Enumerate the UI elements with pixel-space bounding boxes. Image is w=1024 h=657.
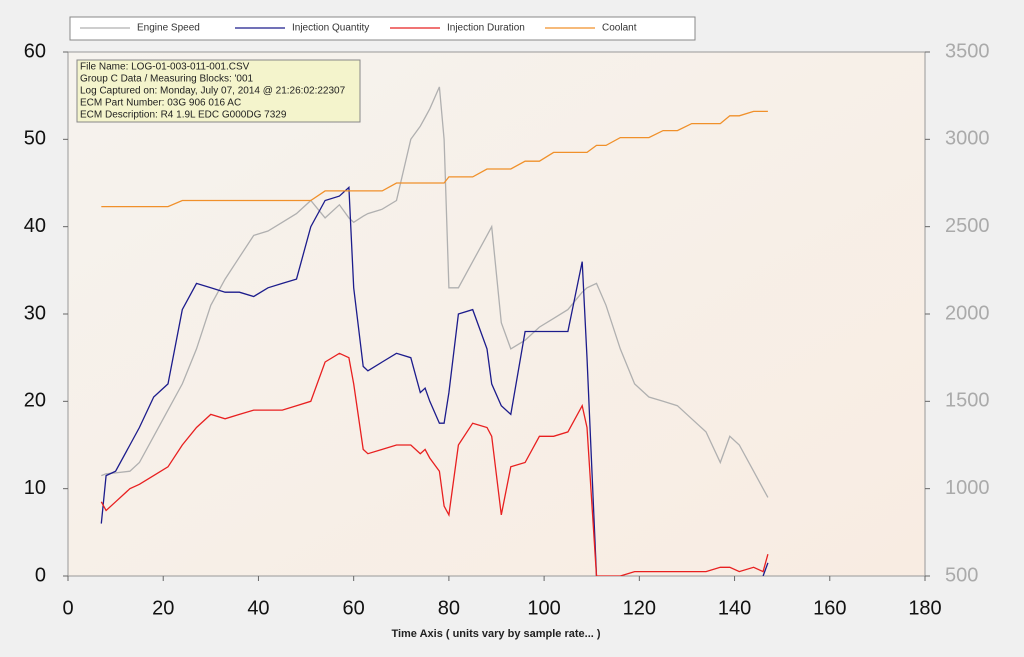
y2-tick-label: 500: [945, 564, 978, 586]
y2-tick-label: 1000: [945, 477, 990, 499]
y-tick-label: 20: [24, 390, 46, 412]
x-tick-label: 120: [623, 597, 656, 619]
series-line: [100, 185, 598, 576]
y2-tick-label: 2500: [945, 215, 990, 237]
x-tick-label: 80: [438, 597, 460, 619]
legend-label: Injection Quantity: [292, 23, 369, 34]
info-line: ECM Description: R4 1.9L EDC G000DG 7329: [80, 110, 287, 121]
legend-label: Injection Duration: [447, 23, 525, 34]
series-line: [762, 562, 769, 576]
x-tick-label: 0: [62, 597, 73, 619]
x-tick-label: 140: [718, 597, 751, 619]
info-line: Group C Data / Measuring Blocks: '001: [80, 74, 254, 85]
x-tick-label: 40: [247, 597, 269, 619]
y2-tick-label: 1500: [945, 390, 990, 412]
info-line: ECM Part Number: 03G 906 016 AC: [80, 98, 241, 109]
y2-tick-label: 3500: [945, 40, 990, 62]
y-tick-label: 60: [24, 40, 46, 62]
info-line: Log Captured on: Monday, July 07, 2014 @…: [80, 86, 346, 97]
x-tick-label: 100: [527, 597, 560, 619]
plot-area: [67, 51, 926, 577]
x-tick-label: 180: [908, 597, 941, 619]
x-tick-label: 160: [813, 597, 846, 619]
series-line: [101, 86, 769, 498]
series-line: [100, 352, 769, 576]
x-axis-label: Time Axis ( units vary by sample rate...…: [391, 628, 600, 640]
x-tick-label: 60: [343, 597, 365, 619]
y-tick-label: 0: [35, 564, 46, 586]
y-tick-label: 40: [24, 215, 46, 237]
y2-tick-label: 3000: [945, 128, 990, 150]
series-line: [101, 110, 768, 208]
y-tick-label: 10: [24, 477, 46, 499]
legend: [69, 16, 696, 41]
y-tick-label: 50: [24, 128, 46, 150]
legend-label: Coolant: [602, 23, 637, 34]
info-box: [76, 59, 361, 123]
info-line: File Name: LOG-01-003-011-001.CSV: [80, 62, 250, 73]
x-tick-label: 20: [152, 597, 174, 619]
y-tick-label: 30: [24, 302, 46, 324]
legend-label: Engine Speed: [137, 23, 200, 34]
y2-tick-label: 2000: [945, 302, 990, 324]
